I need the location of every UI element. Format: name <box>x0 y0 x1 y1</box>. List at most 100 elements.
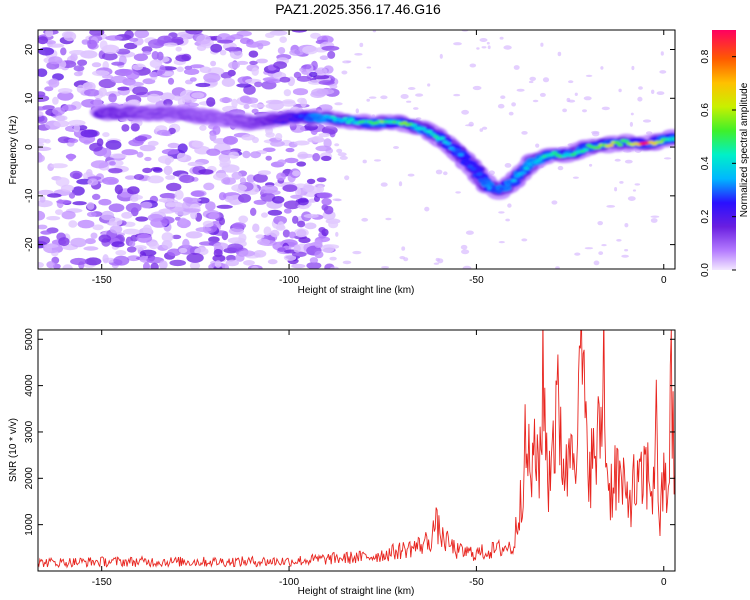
noise-blob <box>162 71 175 76</box>
noise-blob <box>337 152 347 157</box>
noise-blob <box>354 53 363 56</box>
noise-blob <box>108 217 123 227</box>
y-tick-label: 20 <box>24 44 35 56</box>
noise-blob <box>208 236 220 243</box>
ridge-blob <box>476 172 483 176</box>
noise-blob <box>198 169 214 175</box>
noise-blob <box>230 34 244 40</box>
noise-blob <box>260 184 278 194</box>
noise-blob <box>642 119 652 123</box>
noise-blob <box>592 131 600 137</box>
noise-blob <box>160 92 175 102</box>
noise-blob <box>98 198 112 206</box>
noise-blob <box>239 177 247 185</box>
noise-blob <box>147 175 164 184</box>
noise-blob <box>516 88 525 92</box>
noise-blob <box>296 75 312 82</box>
ridge-blob <box>429 132 436 136</box>
noise-blob <box>194 145 211 155</box>
noise-blob <box>142 167 153 174</box>
noise-blob <box>291 30 308 33</box>
noise-blob <box>297 220 306 228</box>
noise-blob <box>344 175 350 181</box>
noise-blob <box>329 256 337 261</box>
noise-blob <box>148 241 160 250</box>
noise-blob <box>486 41 490 45</box>
noise-blob <box>125 202 142 213</box>
noise-blob <box>225 259 239 267</box>
noise-blob <box>597 221 603 226</box>
noise-blob <box>321 45 340 51</box>
noise-blob <box>86 169 93 177</box>
noise-blob <box>461 249 470 255</box>
noise-blob <box>277 159 287 165</box>
noise-blob <box>281 100 297 107</box>
snr-panel: -150 -100 -50 0 5000 4000 3000 2000 1000 Height… <box>8 328 676 597</box>
noise-blob <box>433 262 440 265</box>
ridge-blob <box>454 148 461 152</box>
noise-blob <box>220 72 233 79</box>
noise-blob <box>98 234 112 243</box>
noise-blob <box>321 198 332 206</box>
noise-blob <box>253 173 268 183</box>
noise-blob <box>342 260 352 265</box>
noise-blob <box>521 131 528 135</box>
noise-blob <box>335 231 339 237</box>
noise-blob <box>158 197 175 203</box>
noise-blob <box>48 78 60 88</box>
noise-blob <box>374 159 381 162</box>
noise-blob <box>115 250 127 256</box>
y-tick-label: 10 <box>24 92 35 104</box>
ridge-blob <box>426 130 433 134</box>
noise-blob <box>109 225 123 234</box>
figure-title: PAZ1.2025.356.17.46.G16 <box>275 1 441 17</box>
noise-blob <box>203 72 221 83</box>
noise-blob <box>147 140 159 147</box>
noise-blob <box>540 42 544 47</box>
noise-blob <box>183 68 200 75</box>
noise-blob <box>230 200 240 206</box>
ridge-blob <box>484 184 491 188</box>
noise-blob <box>166 182 182 192</box>
noise-blob <box>132 64 144 71</box>
noise-blob <box>38 146 52 151</box>
noise-blob <box>551 200 558 205</box>
ridge-blob <box>282 118 289 122</box>
noise-blob <box>593 260 600 266</box>
noise-blob <box>190 190 205 197</box>
noise-blob <box>277 47 286 55</box>
noise-blob <box>528 80 534 84</box>
noise-blob <box>257 238 271 246</box>
noise-blob <box>328 220 339 229</box>
noise-blob <box>126 246 137 253</box>
noise-blob <box>251 67 259 76</box>
y-tick-label: 5000 <box>24 328 35 351</box>
noise-blob <box>646 131 653 135</box>
noise-blob <box>158 260 168 269</box>
x-tick-label: 0 <box>661 577 667 588</box>
noise-blob <box>175 46 182 52</box>
noise-blob <box>334 143 340 147</box>
noise-blob <box>277 221 285 230</box>
noise-blob <box>261 212 268 218</box>
noise-blob <box>108 93 117 103</box>
noise-blob <box>69 50 86 55</box>
noise-blob <box>539 92 546 97</box>
ridge-blob <box>270 116 277 120</box>
noise-blob <box>568 80 574 84</box>
noise-blob <box>267 79 281 84</box>
noise-blob <box>47 193 62 198</box>
snr-frame <box>37 329 676 572</box>
noise-blob <box>453 93 461 97</box>
noise-blob <box>437 258 444 264</box>
noise-blob <box>220 263 230 269</box>
noise-blob <box>189 77 197 82</box>
noise-blob <box>147 93 161 103</box>
noise-blob <box>113 255 130 266</box>
noise-blob <box>124 30 134 40</box>
ridge-blob <box>479 175 485 179</box>
noise-blob <box>318 132 331 138</box>
noise-blob <box>199 125 207 131</box>
noise-blob <box>285 147 295 153</box>
noise-blob <box>38 36 48 45</box>
